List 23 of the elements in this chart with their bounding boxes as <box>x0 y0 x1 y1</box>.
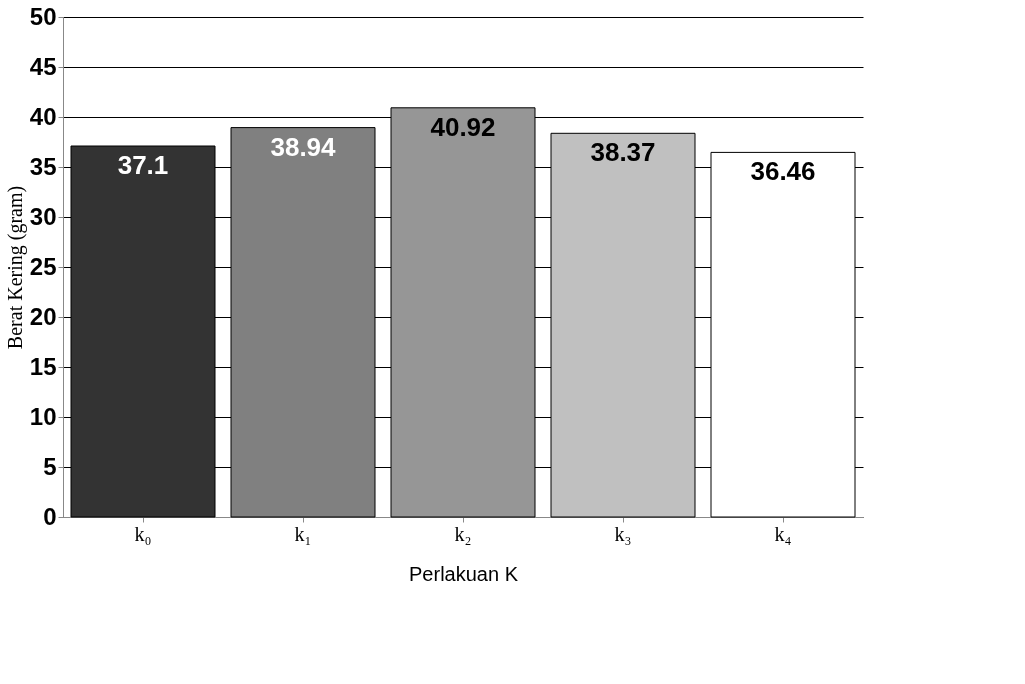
y-tick-label: 10 <box>29 402 57 430</box>
y-tick-label: 45 <box>29 52 57 80</box>
y-tick-label: 25 <box>29 252 57 280</box>
y-axis-title: Berat Kering (gram) <box>3 185 27 350</box>
y-tick-label: 15 <box>29 352 57 380</box>
data-label: 36.46 <box>750 156 816 187</box>
y-tick-label: 35 <box>29 152 57 180</box>
x-tick-label: k₄ <box>774 522 792 545</box>
x-tick-label: k₁ <box>294 522 312 545</box>
y-tick-label: 20 <box>29 302 57 330</box>
y-tick-label: 0 <box>43 502 57 530</box>
y-tick-label: 50 <box>29 2 57 30</box>
x-axis-title: Perlakuan K <box>409 562 519 585</box>
data-label: 40.92 <box>430 111 496 142</box>
y-tick-label: 5 <box>43 452 57 480</box>
x-tick-label: k₃ <box>614 522 632 545</box>
y-tick-label: 40 <box>29 102 57 130</box>
x-tick-label: k₂ <box>454 522 472 545</box>
y-tick-label: 30 <box>29 202 57 230</box>
data-label: 37.1 <box>117 150 169 180</box>
data-label: 38.94 <box>270 131 337 162</box>
data-label: 38.37 <box>590 137 656 168</box>
x-tick-label: k₀ <box>134 522 152 545</box>
